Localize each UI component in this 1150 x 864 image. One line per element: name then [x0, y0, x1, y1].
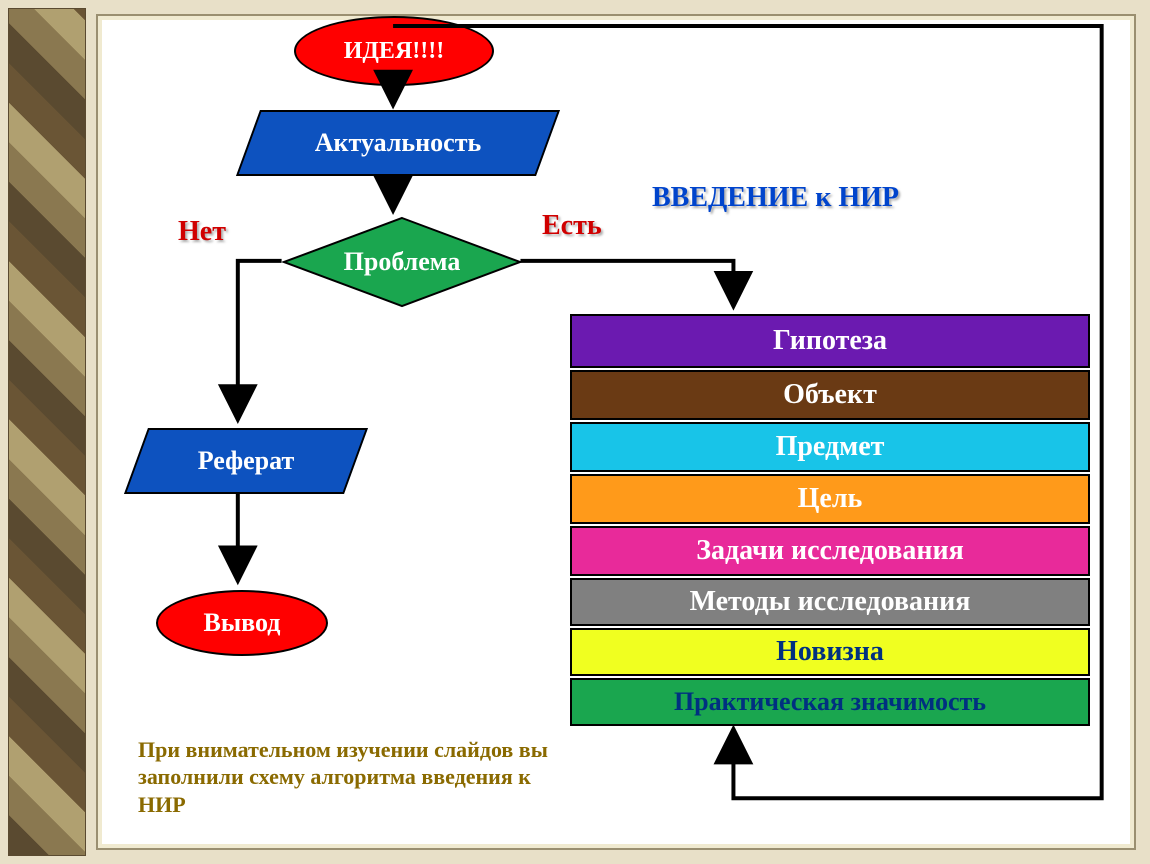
bar-novelty-label: Новизна: [776, 636, 884, 668]
flowchart-canvas: ИДЕЯ!!!! Актуальность Проблема Реферат: [96, 14, 1136, 850]
label-yes: Есть: [542, 210, 602, 242]
bar-tasks-label: Задачи исследования: [696, 535, 964, 567]
node-idea-label: ИДЕЯ!!!!: [344, 38, 445, 65]
node-problem-label: Проблема: [344, 247, 461, 277]
bar-hypothesis: Гипотеза: [570, 314, 1090, 368]
slide-caption-text: При внимательном изучении слайдов вы зап…: [138, 737, 548, 817]
bar-hypothesis-label: Гипотеза: [773, 325, 887, 357]
label-heading: ВВЕДЕНИЕ к НИР: [652, 182, 899, 214]
bar-object: Объект: [570, 370, 1090, 420]
node-idea: ИДЕЯ!!!!: [294, 16, 494, 86]
bar-goal-label: Цель: [798, 483, 863, 515]
node-relevance-label: Актуальность: [315, 128, 481, 158]
slide-caption: При внимательном изучении слайдов вы зап…: [138, 736, 558, 819]
bar-subject-label: Предмет: [776, 431, 885, 463]
bar-object-label: Объект: [783, 379, 877, 411]
label-no: Нет: [178, 216, 226, 248]
slide-frame: ИДЕЯ!!!! Актуальность Проблема Реферат: [0, 0, 1150, 864]
bar-goal: Цель: [570, 474, 1090, 524]
node-referat-label: Реферат: [198, 446, 294, 476]
label-yes-text: Есть: [542, 210, 602, 241]
bar-significance-label: Практическая значимость: [674, 687, 986, 717]
node-problem: Проблема: [282, 216, 522, 308]
left-decoration-strip: [8, 8, 86, 856]
bar-novelty: Новизна: [570, 628, 1090, 676]
bar-subject: Предмет: [570, 422, 1090, 472]
bar-tasks: Задачи исследования: [570, 526, 1090, 576]
label-heading-text: ВВЕДЕНИЕ к НИР: [652, 182, 899, 213]
node-referat: Реферат: [136, 428, 356, 494]
node-relevance: Актуальность: [248, 110, 548, 176]
bar-significance: Практическая значимость: [570, 678, 1090, 726]
label-no-text: Нет: [178, 216, 226, 247]
node-conclusion-label: Вывод: [204, 608, 281, 638]
bar-methods-label: Методы исследования: [690, 586, 971, 618]
node-conclusion: Вывод: [156, 590, 328, 656]
bar-methods: Методы исследования: [570, 578, 1090, 626]
